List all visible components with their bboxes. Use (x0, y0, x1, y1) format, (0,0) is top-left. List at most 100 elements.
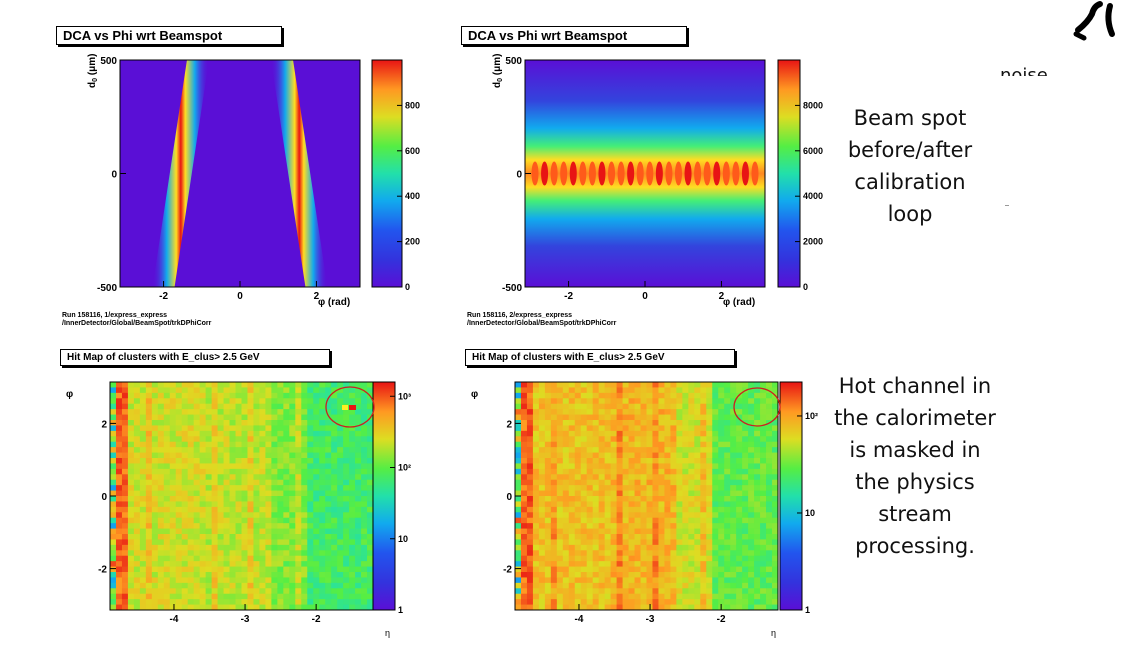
hitmap-cell (307, 523, 314, 530)
hitmap-cell (700, 463, 707, 470)
hitmap-cell (325, 430, 332, 437)
hitmap-cell (568, 534, 576, 540)
hitmap-cell (646, 387, 653, 394)
hitmap-cell (592, 425, 600, 432)
hitmap-cell (610, 425, 618, 432)
hitmap-cell (562, 572, 570, 578)
hitmap-cell (253, 517, 260, 524)
hitmap-cell (367, 523, 374, 530)
hitmap-cell (634, 577, 642, 584)
hitmap-cell (664, 447, 671, 454)
hitmap-cell (592, 539, 600, 546)
hitmap-cell (532, 517, 540, 524)
hitmap-cell (241, 490, 248, 497)
hitmap-cell (289, 436, 296, 443)
hitmap-cell (760, 414, 767, 421)
hitmap-cell (670, 452, 677, 459)
hitmap-cell (748, 392, 755, 399)
hitmap-cell (145, 528, 153, 535)
hitmap-cell (295, 490, 302, 497)
hitmap-cell (181, 479, 189, 486)
hitmap-cell (175, 447, 183, 454)
hitmap-after-ylabel: φ (471, 389, 478, 400)
hitmap-cell (127, 582, 135, 589)
hitmap-cell (700, 414, 707, 421)
hitmap-cell (169, 544, 177, 551)
hitmap-cell (325, 387, 332, 394)
hitmap-cell (175, 441, 183, 448)
hitmap-cell (337, 403, 344, 410)
hitmap-cell (115, 485, 123, 492)
hitmap-cell (247, 468, 254, 475)
hitmap-cell (772, 544, 779, 551)
hitmap-cell (646, 555, 653, 562)
hitmap-cell (598, 468, 606, 475)
hitmap-cell (610, 582, 618, 589)
hitmap-cell (700, 382, 707, 388)
hitmap-cell (586, 566, 594, 573)
hitmap-cell (754, 474, 761, 481)
hitmap-cell (616, 458, 624, 464)
hitmap-cell (568, 392, 576, 399)
hitmap-cell (295, 506, 302, 513)
hitmap-cell (544, 463, 552, 470)
hitmap-cell (337, 582, 344, 589)
hitmap-cell (205, 604, 213, 611)
hitmap-cell (283, 523, 290, 530)
hitmap-cell (748, 588, 755, 595)
colorbar-tick-label: 4000 (405, 191, 420, 201)
hitmap-cell (682, 566, 689, 573)
hitmap-cell (337, 425, 344, 432)
hitmap-cell (640, 555, 647, 562)
hitmap-cell (289, 561, 296, 568)
hitmap-cell (700, 447, 707, 454)
hitmap-cell (574, 501, 582, 508)
dca-after-footer-line-2: /InnerDetector/Global/BeamSpot/trkDPhiCo… (467, 320, 617, 327)
hitmap-cell (211, 604, 219, 611)
hitmap-cell (211, 479, 219, 486)
hitmap-cell (355, 539, 362, 546)
hitmap-cell (688, 550, 695, 557)
hitmap-cell (664, 414, 671, 421)
hitmap-cell (676, 403, 683, 410)
hitmap-cell (319, 490, 326, 497)
hitmap-cell (325, 599, 332, 606)
hitmap-cell (748, 447, 755, 454)
hitmap-cell (343, 523, 350, 530)
hitmap-cell (277, 528, 284, 535)
hitmap-cell (349, 414, 356, 421)
hitmap-cell (646, 430, 653, 437)
hitmap-cell (682, 544, 689, 551)
hitmap-cell (604, 550, 612, 557)
hitmap-cell (193, 561, 201, 568)
hitmap-cell (640, 485, 647, 492)
hitmap-cell (676, 452, 683, 459)
hitmap-cell (223, 506, 231, 513)
hitmap-cell (556, 414, 564, 421)
hitmap-cell (706, 517, 713, 524)
hitmap-cell (337, 604, 344, 611)
hitmap-cell (748, 409, 755, 416)
hitmap-cell (556, 436, 564, 443)
hitmap-cell (718, 512, 725, 519)
hitmap-cell (337, 479, 344, 486)
hitmap-cell (163, 436, 171, 443)
hitmap-cell (772, 604, 779, 611)
hitmap-cell (115, 474, 123, 481)
hitmap-cell (610, 452, 618, 459)
hitmap-cell (331, 463, 338, 470)
hot-channel-note-line-6: processing. (855, 534, 975, 558)
hitmap-cell (664, 485, 671, 492)
hitmap-cell (664, 452, 671, 459)
hitmap-cell (121, 550, 129, 557)
hitmap-cell (367, 588, 374, 595)
hitmap-cell (355, 561, 362, 568)
hitmap-cell (610, 463, 618, 470)
hitmap-cell (235, 506, 242, 513)
hitmap-cell (568, 550, 576, 557)
hitmap-cell (700, 420, 707, 426)
hitmap-cell (355, 387, 362, 394)
hitmap-cell (110, 539, 117, 546)
hitmap-cell (253, 430, 260, 437)
